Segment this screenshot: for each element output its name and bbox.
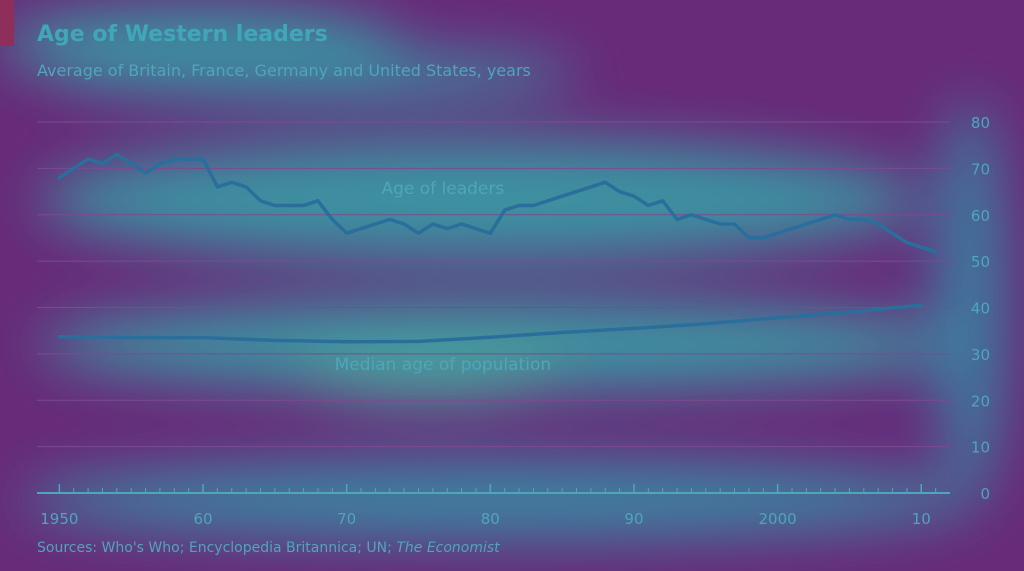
- series-labels: Age of leaders Median age of population: [335, 179, 552, 375]
- y-tick-label-0: 0: [980, 485, 990, 503]
- chart-title: Age of Western leaders: [37, 22, 328, 47]
- x-tick-label-1960: 60: [193, 510, 212, 528]
- y-tick-label-60: 60: [971, 207, 990, 225]
- chart-subtitle: Average of Britain, France, Germany and …: [37, 61, 531, 80]
- y-tick-label-20: 20: [971, 392, 990, 410]
- y-tick-label-40: 40: [971, 300, 990, 318]
- y-axis: 0 10 20 30 40 50 60 70 80: [971, 114, 990, 503]
- source-note: Sources: Who's Who; Encyclopedia Britann…: [37, 540, 500, 556]
- y-tick-label-30: 30: [971, 346, 990, 364]
- y-tick-label-70: 70: [971, 160, 990, 178]
- source-text: Sources: Who's Who; Encyclopedia Britann…: [37, 540, 392, 556]
- y-tick-label-10: 10: [971, 439, 990, 457]
- series-lines: [57, 152, 938, 344]
- age-of-leaders-line: [57, 152, 938, 254]
- x-tick-label-2000: 2000: [759, 510, 797, 528]
- x-tick-label-1990: 90: [624, 510, 643, 528]
- y-tick-label-80: 80: [971, 114, 990, 132]
- x-tick-label-2010: 10: [912, 510, 931, 528]
- y-tick-label-50: 50: [971, 253, 990, 271]
- median-age-of-population-line: [57, 303, 924, 344]
- x-axis: 1950 60 70 80 90 2000 10: [37, 484, 950, 528]
- series-label-1: Median age of population: [335, 355, 552, 375]
- gridlines: [37, 121, 950, 448]
- x-tick-label-1970: 70: [337, 510, 356, 528]
- series-label-0: Age of leaders: [381, 179, 504, 199]
- x-tick-label-1980: 80: [481, 510, 500, 528]
- brand-accent-bar: [0, 0, 14, 46]
- source-publisher: The Economist: [396, 540, 500, 556]
- x-tick-label-1950: 1950: [40, 510, 78, 528]
